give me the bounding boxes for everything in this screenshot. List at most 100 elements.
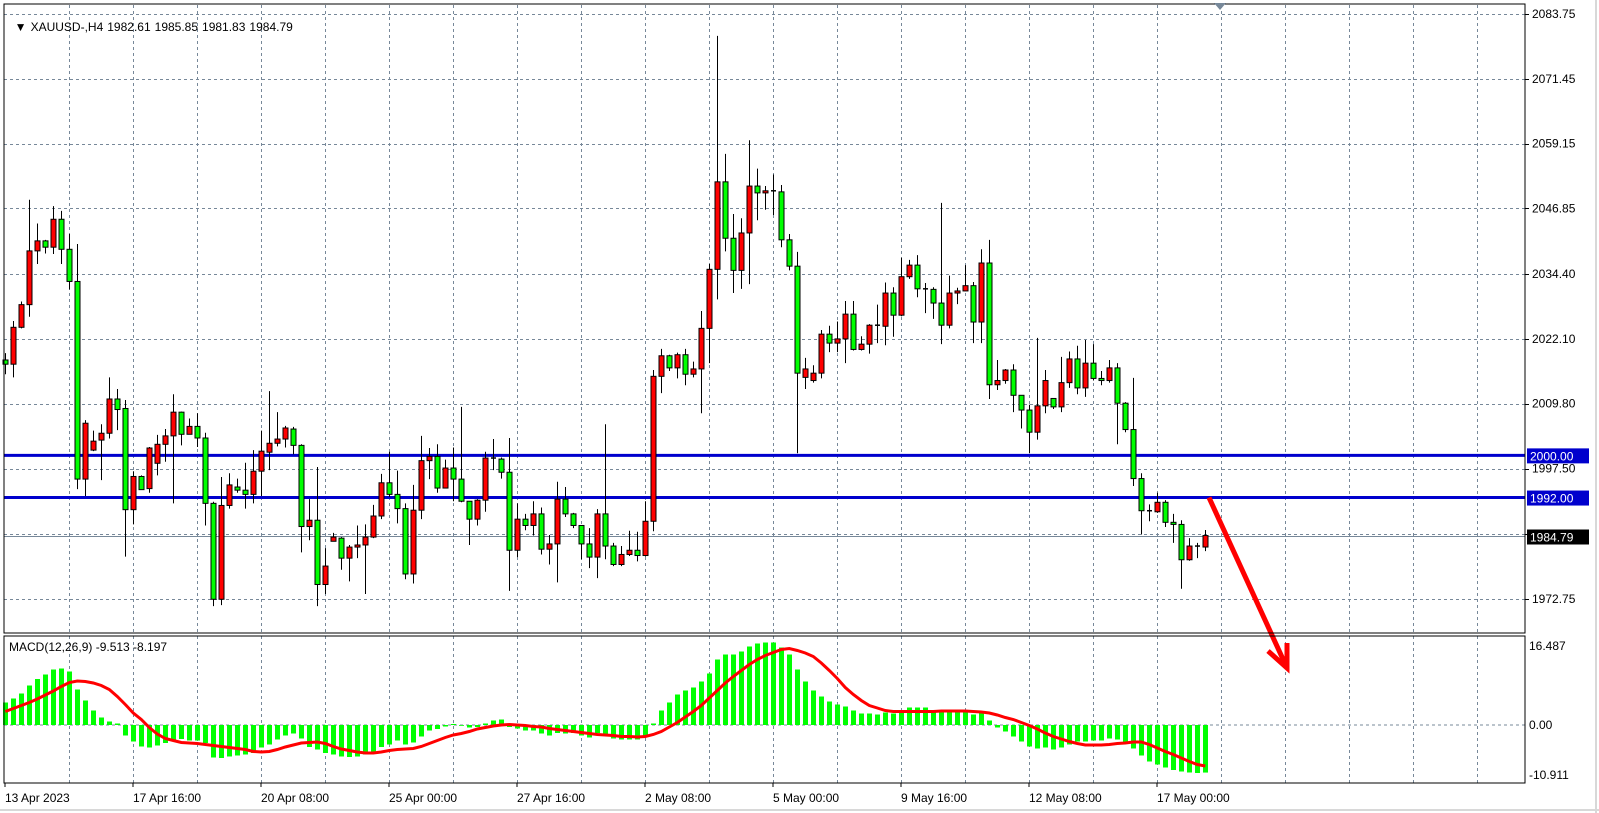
macd-bar: [987, 720, 992, 725]
candle: [570, 512, 577, 529]
candle: [890, 287, 897, 337]
macd-bar: [971, 714, 976, 725]
macd-bar: [603, 725, 608, 735]
candle: [1098, 371, 1105, 386]
candle-body: [642, 520, 649, 557]
macd-bar: [1035, 725, 1040, 749]
candle-body: [290, 428, 297, 446]
level-price-label: 2000.00: [1530, 449, 1574, 463]
macd-bar: [211, 725, 216, 758]
macd-bar: [731, 654, 736, 725]
candle: [354, 525, 361, 559]
candle: [370, 504, 377, 539]
candle: [170, 394, 177, 504]
candle-body: [730, 237, 737, 271]
candle-body: [970, 285, 977, 323]
candle: [818, 329, 825, 379]
candle-body: [522, 518, 529, 526]
candle: [1106, 359, 1113, 383]
candle-body: [578, 524, 585, 545]
candle-body: [226, 484, 233, 506]
candle-body: [626, 549, 633, 555]
candle: [682, 348, 689, 386]
candle-body: [474, 499, 481, 520]
candle-body: [1074, 358, 1081, 389]
candle: [186, 418, 193, 435]
candle: [1002, 368, 1009, 384]
candle: [930, 287, 937, 319]
macd-bar: [91, 710, 96, 725]
candle-body: [906, 264, 913, 278]
macd-bar: [867, 713, 872, 725]
macd-bar: [283, 725, 288, 736]
candle: [298, 444, 305, 553]
candle-body: [1138, 478, 1145, 512]
candle: [1018, 394, 1025, 429]
chart-shift-icon[interactable]: [1214, 3, 1226, 10]
candle: [146, 446, 153, 493]
time-axis-label: 25 Apr 00:00: [389, 791, 457, 805]
macd-bar: [827, 701, 832, 725]
arrow-shaft[interactable]: [1206, 496, 1290, 670]
macd-bar: [523, 725, 528, 731]
candle: [754, 168, 761, 221]
macd-bar: [1011, 725, 1016, 737]
time-axis-label: 17 May 00:00: [1157, 791, 1230, 805]
candle: [1090, 344, 1097, 381]
macd-bar: [571, 725, 576, 733]
triangle-down-icon[interactable]: ▼: [14, 20, 27, 34]
horizontal-levels[interactable]: [4, 453, 1525, 537]
macd-bar: [227, 725, 232, 757]
candle: [474, 499, 481, 526]
candle: [1074, 345, 1081, 395]
macd-bar: [1179, 725, 1184, 772]
macd-axis-label: -10.911: [1529, 768, 1569, 782]
candle-body: [634, 549, 641, 557]
candle: [498, 457, 505, 479]
macd-bar: [595, 725, 600, 733]
candle-body: [442, 467, 449, 489]
candle: [794, 251, 801, 454]
candle: [130, 471, 137, 525]
candle: [954, 287, 961, 305]
candle-body: [282, 427, 289, 440]
candle-body: [810, 372, 817, 382]
macd-bar: [131, 725, 136, 742]
candle: [730, 213, 737, 294]
candle-body: [298, 444, 305, 528]
candle: [194, 413, 201, 447]
candle-body: [1050, 397, 1057, 408]
candle: [618, 546, 625, 567]
candle-body: [930, 288, 937, 304]
candle-body: [450, 467, 457, 480]
candle-body: [514, 518, 521, 551]
macd-bar: [427, 725, 432, 731]
macd-bar: [219, 725, 224, 758]
macd-bar: [899, 711, 904, 725]
ohlc-close: 1984.79: [249, 20, 293, 34]
candle: [602, 424, 609, 560]
down-arrow-annotation[interactable]: [1206, 496, 1290, 674]
candle: [466, 500, 473, 545]
candle: [923, 283, 928, 314]
candle-body: [242, 489, 249, 495]
candle: [970, 281, 977, 344]
macd-bar: [443, 725, 448, 727]
time-axis-label: 12 May 08:00: [1029, 791, 1102, 805]
time-axis-label: 20 Apr 08:00: [261, 791, 329, 805]
candle: [738, 218, 745, 289]
candle: [114, 388, 121, 431]
candle-body: [258, 450, 265, 472]
candle-body: [26, 250, 33, 306]
macd-bar: [1059, 725, 1064, 748]
candle-body: [1090, 362, 1097, 379]
macd-bar: [1115, 725, 1120, 740]
candle: [418, 435, 425, 520]
candle: [50, 206, 57, 255]
macd-bar: [235, 725, 240, 756]
time-axis-label: 27 Apr 16:00: [517, 791, 585, 805]
candle-body: [914, 264, 921, 290]
macd-bar: [27, 685, 32, 725]
candle-body: [1162, 501, 1169, 523]
